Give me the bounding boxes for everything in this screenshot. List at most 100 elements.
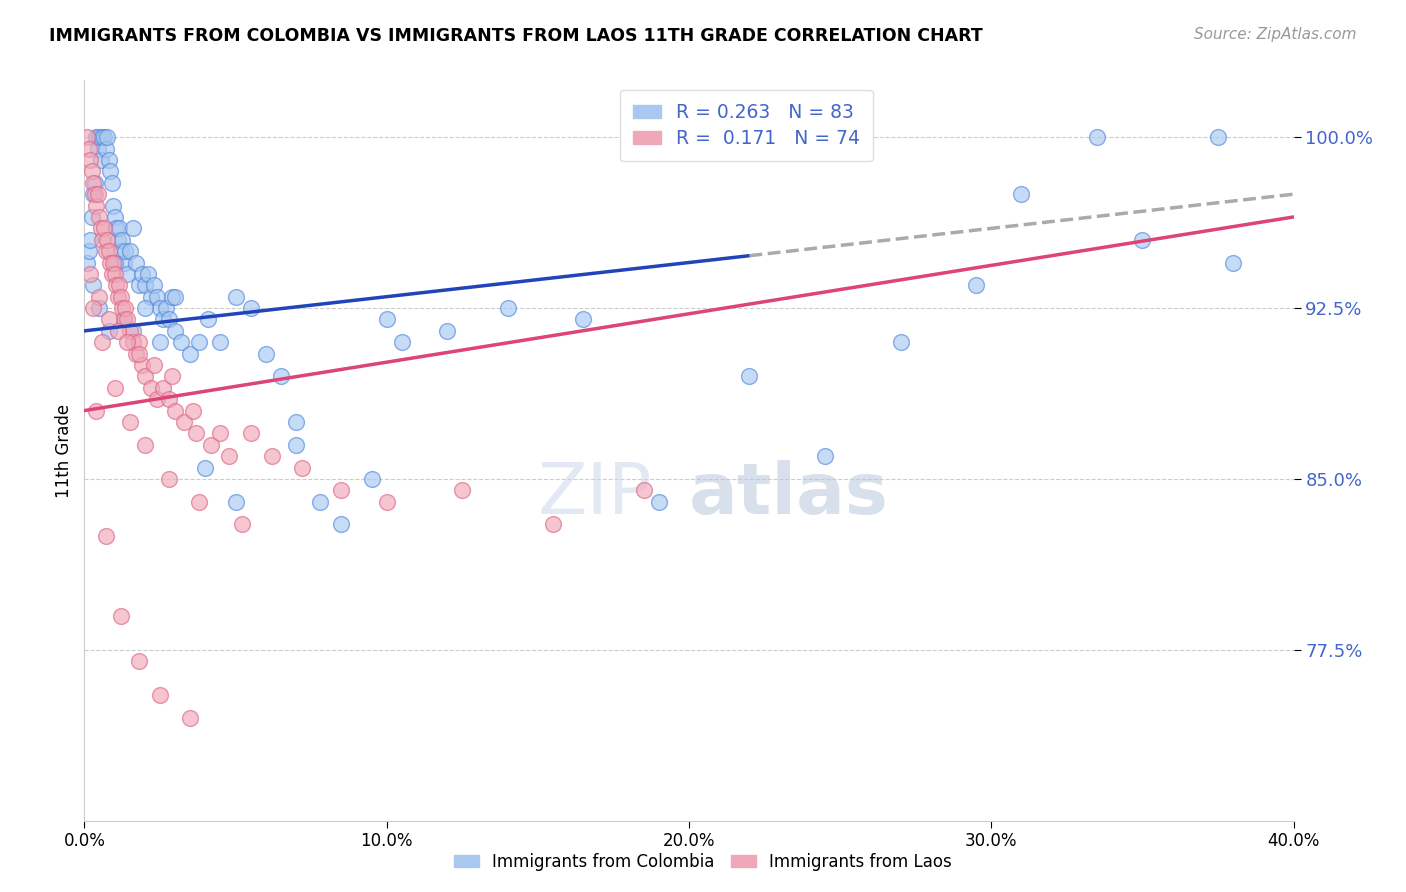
Point [152,381,174,395]
Point [173,415,195,429]
Point [108,278,131,293]
Point [142,278,165,293]
Point [285,415,308,429]
Point [89,210,111,224]
Point [89,130,111,145]
Point [100,267,122,281]
Point [633,483,655,498]
Point [115,335,138,350]
Point [118,324,141,338]
Point [98,255,121,269]
Point [110,290,132,304]
Point [160,369,183,384]
Point [254,346,277,360]
Point [330,517,353,532]
Text: ZIP: ZIP [538,460,652,529]
Point [87,142,110,156]
Point [77,142,100,156]
Point [112,255,135,269]
Point [104,267,127,281]
Point [128,346,150,360]
Point [101,255,124,269]
Point [84,187,107,202]
Point [90,221,112,235]
Point [105,221,128,235]
Point [87,187,110,202]
Point [94,244,117,259]
Point [76,130,98,145]
Point [149,301,172,315]
Point [115,312,138,326]
Point [125,255,148,269]
Point [84,176,107,190]
Point [86,403,108,417]
Point [375,312,398,326]
Point [209,335,232,350]
Point [157,472,180,486]
Point [1206,130,1229,145]
Point [80,164,103,178]
Point [96,233,118,247]
Point [1011,187,1033,202]
Point [188,335,211,350]
Point [218,449,240,463]
Point [209,426,232,441]
Point [82,278,104,293]
Point [104,381,127,395]
Point [165,324,187,338]
Point [121,324,143,338]
Point [152,312,174,326]
Point [91,130,114,145]
Point [541,517,564,532]
Point [94,142,117,156]
Point [146,290,169,304]
Y-axis label: 11th Grade: 11th Grade [55,403,73,498]
Point [111,301,134,315]
Point [86,130,108,145]
Point [1222,255,1244,269]
Point [157,392,180,407]
Point [134,278,156,293]
Point [285,438,308,452]
Point [1132,233,1154,247]
Point [200,438,222,452]
Point [86,198,108,212]
Point [111,233,134,247]
Point [89,301,111,315]
Point [738,369,761,384]
Point [94,529,117,543]
Point [128,335,150,350]
Point [96,130,118,145]
Point [93,221,115,235]
Point [436,324,458,338]
Point [91,233,114,247]
Point [98,164,121,178]
Point [93,130,115,145]
Point [165,290,187,304]
Point [309,494,332,508]
Point [79,233,101,247]
Point [107,233,129,247]
Point [179,711,201,725]
Point [451,483,474,498]
Point [270,369,292,384]
Point [572,312,595,326]
Point [134,369,156,384]
Point [260,449,283,463]
Point [97,244,120,259]
Point [108,221,131,235]
Point [76,255,98,269]
Point [142,358,165,372]
Point [97,153,120,167]
Legend: R = 0.263   N = 83, R =  0.171   N = 74: R = 0.263 N = 83, R = 0.171 N = 74 [620,90,873,161]
Text: IMMIGRANTS FROM COLOMBIA VS IMMIGRANTS FROM LAOS 11TH GRADE CORRELATION CHART: IMMIGRANTS FROM COLOMBIA VS IMMIGRANTS F… [49,27,983,45]
Point [139,290,162,304]
Point [139,381,162,395]
Point [181,403,204,417]
Point [128,654,150,668]
Point [197,312,219,326]
Point [1085,130,1108,145]
Text: Source: ZipAtlas.com: Source: ZipAtlas.com [1194,27,1357,42]
Point [82,176,104,190]
Point [149,689,172,703]
